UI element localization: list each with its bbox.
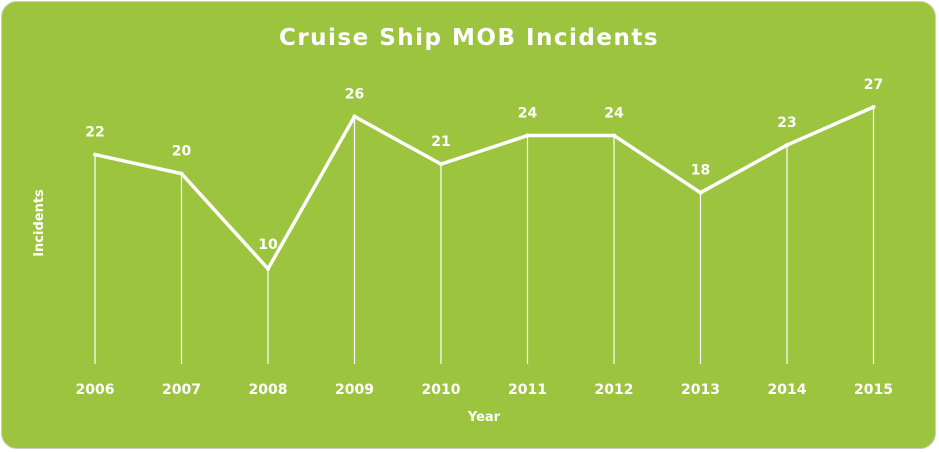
- y-axis-label: Incidents: [32, 189, 47, 257]
- data-label-2009: 26: [345, 87, 364, 103]
- data-label-2007: 20: [172, 144, 192, 160]
- data-label-2013: 18: [691, 163, 710, 179]
- data-label-2008: 10: [258, 237, 278, 253]
- x-tick-label-2010: 2010: [422, 382, 461, 398]
- data-point-2014: [785, 143, 789, 148]
- x-tick-label-2012: 2012: [595, 382, 634, 398]
- x-tick-label-2015: 2015: [854, 382, 893, 398]
- drop-lines: [94, 107, 875, 364]
- x-tick-label-2014: 2014: [768, 382, 807, 398]
- x-tick-label-2006: 2006: [76, 382, 115, 398]
- data-labels: 22 20 10 26 21 24 24 18 23 27: [85, 77, 883, 253]
- x-axis-label: Year: [467, 410, 501, 425]
- data-point-2010: [439, 162, 443, 167]
- series-incidents: [93, 105, 876, 272]
- data-point-2007: [179, 171, 184, 176]
- data-point-2006: [93, 152, 97, 157]
- x-tick-label-2013: 2013: [681, 382, 720, 398]
- data-point-2012: [612, 133, 616, 138]
- data-label-2012: 24: [604, 106, 624, 122]
- x-tick-labels: 2006 2007 2008 2009 2010 2011 2012 2013 2014 2015: [76, 382, 893, 398]
- chart-title: Cruise Ship MOB Incidents: [279, 25, 659, 51]
- x-tick-label-2009: 2009: [335, 382, 374, 398]
- data-label-2010: 21: [431, 134, 450, 150]
- data-label-2014: 23: [777, 115, 796, 131]
- data-point-2015: [871, 105, 876, 109]
- data-point-2009: [352, 114, 357, 119]
- data-point-2013: [698, 190, 703, 195]
- x-tick-label-2007: 2007: [162, 382, 201, 398]
- data-point-2011: [525, 133, 530, 138]
- x-tick-label-2008: 2008: [249, 382, 288, 398]
- series-line: [94, 105, 875, 272]
- data-label-2011: 24: [518, 106, 538, 122]
- data-point-2008: [266, 266, 270, 271]
- x-tick-label-2011: 2011: [508, 382, 547, 398]
- data-label-2006: 22: [85, 125, 104, 141]
- data-label-2015: 27: [864, 77, 883, 93]
